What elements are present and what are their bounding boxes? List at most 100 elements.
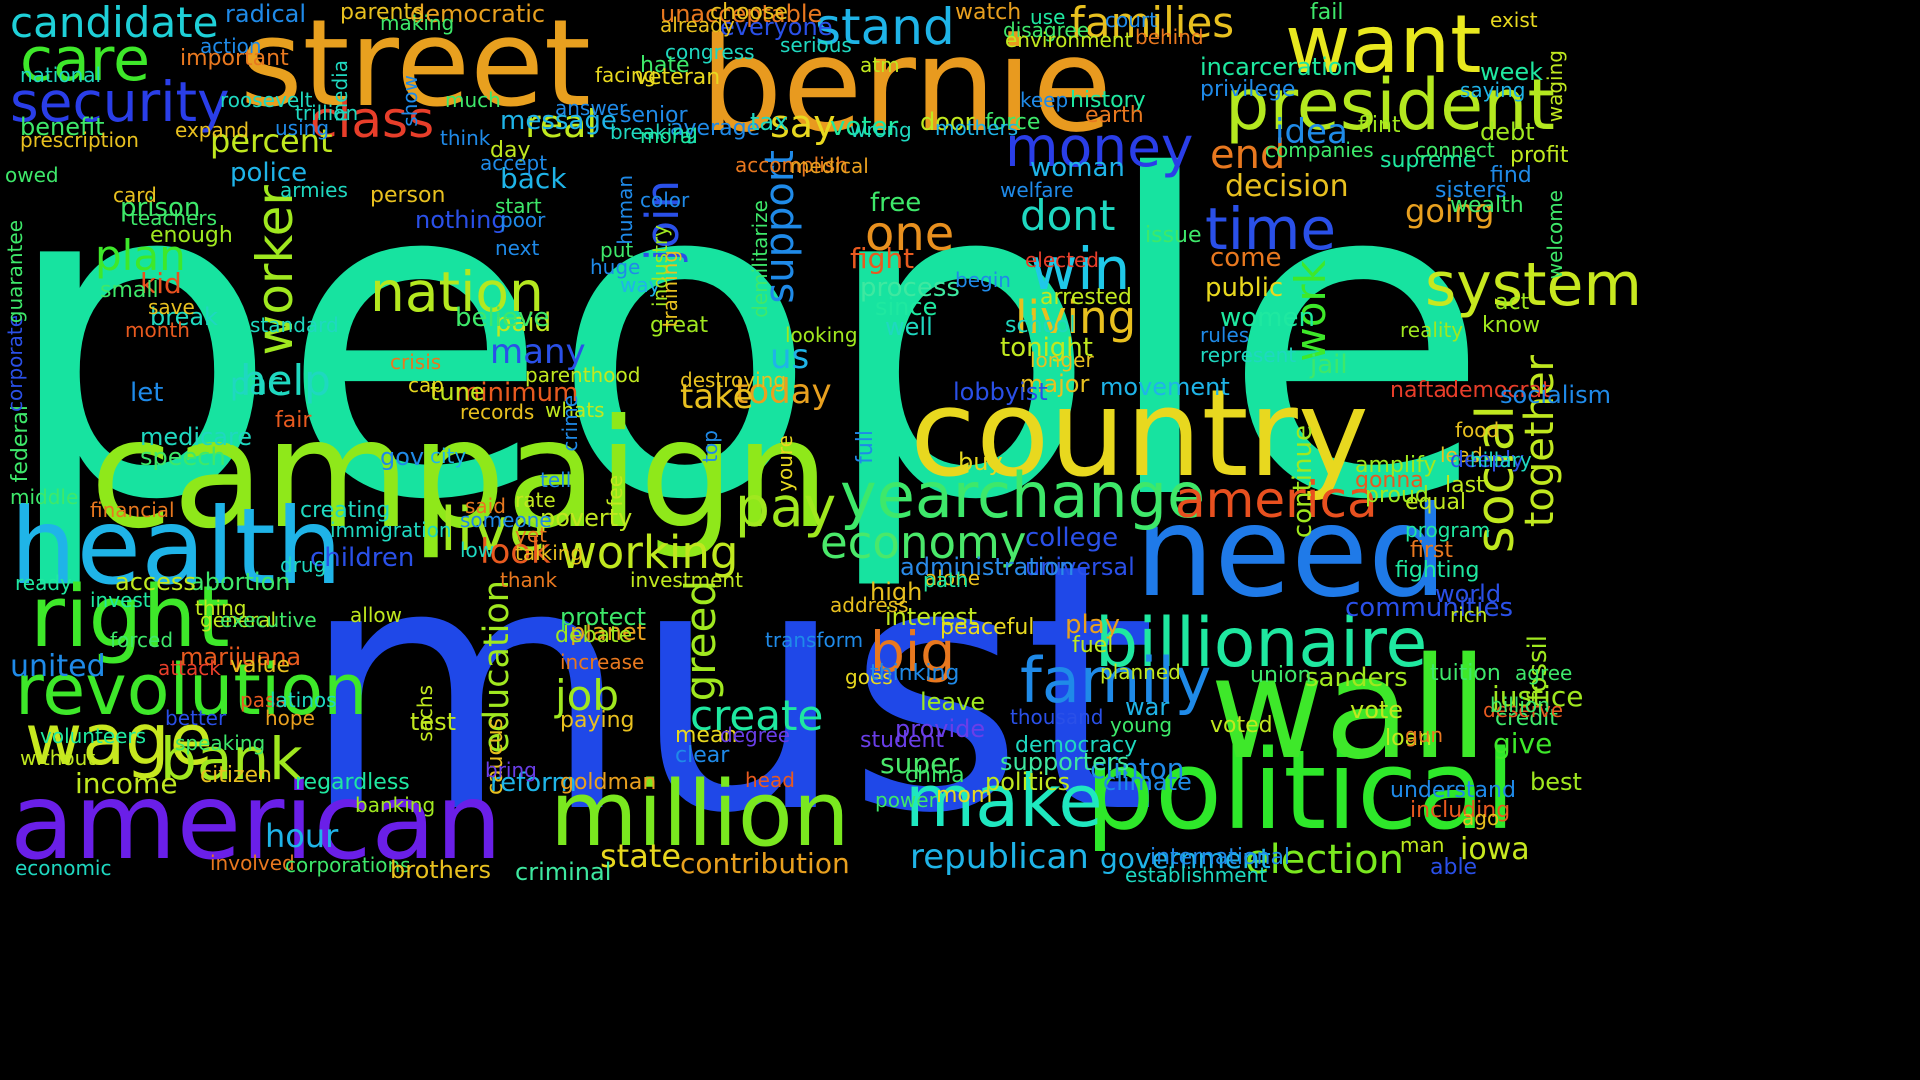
cloud-word: buy — [958, 448, 1003, 476]
cloud-word: door — [920, 108, 975, 136]
cloud-word: day — [490, 138, 531, 163]
cloud-word: economic — [15, 856, 112, 880]
cloud-word: young — [1110, 713, 1173, 737]
cloud-word: reality — [1400, 318, 1464, 342]
cloud-word: middle — [10, 485, 79, 509]
cloud-word: mothers — [935, 116, 1019, 140]
cloud-word: equal — [1405, 490, 1467, 515]
cloud-word: wealth — [1450, 193, 1524, 218]
cloud-word: speech — [140, 443, 226, 471]
cloud-word: dont — [1020, 191, 1116, 240]
cloud-word: fail — [1310, 0, 1344, 25]
cloud-word: whats — [545, 398, 605, 422]
cloud-word: connect — [1415, 138, 1495, 162]
cloud-word: incarceration — [1200, 53, 1358, 81]
cloud-word: guarantee — [3, 220, 27, 324]
cloud-word: demilitarize — [748, 200, 772, 318]
cloud-word: yearchange — [840, 459, 1206, 532]
cloud-word: next — [495, 236, 540, 260]
cloud-word: establishment — [1125, 863, 1268, 887]
cloud-word: family — [1020, 644, 1212, 717]
cloud-word: action — [200, 34, 262, 58]
cloud-word: back — [500, 162, 567, 195]
cloud-word: welcome — [1543, 190, 1567, 280]
cloud-word: going — [1405, 192, 1495, 230]
cloud-word: already — [660, 13, 735, 37]
cloud-word: creating — [300, 498, 391, 523]
cloud-word: class — [310, 91, 435, 149]
cloud-word: right — [30, 568, 230, 667]
cloud-word: senior — [620, 103, 688, 128]
cloud-word: us — [770, 337, 810, 377]
cloud-word: international — [1150, 845, 1291, 870]
cloud-word: bring — [485, 758, 537, 782]
cloud-word: mom — [936, 783, 993, 808]
cloud-word: need — [1135, 480, 1448, 625]
cloud-word: test — [410, 708, 457, 736]
cloud-word: involved — [210, 851, 295, 875]
cloud-word: privilege — [1200, 77, 1296, 102]
cloud-word: idea — [1275, 112, 1348, 152]
cloud-word: regardless — [295, 770, 410, 795]
cloud-word: crisis — [390, 350, 442, 374]
cloud-word: veteran — [635, 65, 721, 90]
cloud-word: fight — [850, 242, 915, 275]
cloud-word: paying — [560, 708, 635, 733]
cloud-word: increase — [560, 650, 645, 674]
cloud-word: access — [115, 568, 196, 596]
cloud-word: attack — [158, 656, 221, 680]
cloud-word: revolution — [15, 649, 368, 731]
cloud-word: sanders — [1305, 663, 1408, 693]
cloud-word: fee — [603, 475, 627, 507]
cloud-word: deserve — [1483, 698, 1564, 722]
cloud-word: better — [165, 706, 227, 730]
cloud-word: fighting — [1395, 558, 1480, 583]
cloud-word: roosevelt — [220, 88, 313, 112]
cloud-word: accept — [480, 151, 548, 175]
cloud-word: woman — [1030, 153, 1125, 183]
cloud-word: loan — [1385, 726, 1432, 751]
cloud-word: act — [1495, 290, 1530, 315]
cloud-word: greed — [676, 580, 725, 702]
cloud-word: last — [1445, 473, 1485, 498]
cloud-word: democratic — [410, 0, 546, 28]
cloud-word: contribution — [680, 847, 850, 880]
cloud-word: invest — [90, 588, 151, 612]
cloud-word: plan — [95, 231, 186, 280]
cloud-word: important — [180, 46, 289, 71]
cloud-word: moral — [640, 124, 698, 148]
cloud-word: fair — [275, 408, 312, 433]
cloud-word: goldman — [560, 770, 657, 795]
cloud-word: poverty — [540, 504, 633, 532]
cloud-word: best — [1530, 768, 1582, 796]
cloud-word: billion — [1490, 693, 1550, 717]
cloud-word: supporters — [1000, 748, 1130, 776]
cloud-word: climate — [1103, 768, 1192, 796]
cloud-word: live — [440, 495, 546, 565]
cloud-word: proud — [1365, 483, 1429, 508]
cloud-word: answer — [555, 96, 628, 120]
cloud-word: system — [1425, 250, 1642, 320]
cloud-word: destroying — [680, 368, 787, 392]
cloud-word: living — [1015, 291, 1137, 344]
cloud-word: expand — [175, 118, 250, 142]
cloud-word: enough — [150, 223, 233, 248]
cloud-word: value — [230, 653, 291, 678]
cloud-word: break — [150, 303, 218, 331]
cloud-word: make — [905, 759, 1103, 843]
cloud-word: pay — [735, 475, 837, 539]
cloud-word: investment — [630, 568, 743, 592]
cloud-word: today — [735, 372, 832, 412]
cloud-word: unacceptable — [660, 0, 823, 28]
cloud-word: college — [1025, 523, 1119, 553]
cloud-word: drug — [280, 553, 327, 577]
cloud-word: major — [1020, 370, 1090, 398]
cloud-word: jail — [1310, 350, 1348, 380]
cloud-word: public — [1205, 273, 1284, 303]
cloud-word: history — [1070, 88, 1146, 113]
cloud-word: elected — [1025, 248, 1100, 272]
cloud-word: hate — [640, 53, 690, 78]
cloud-word: teachers — [130, 206, 218, 230]
cloud-word: bank — [160, 725, 303, 793]
